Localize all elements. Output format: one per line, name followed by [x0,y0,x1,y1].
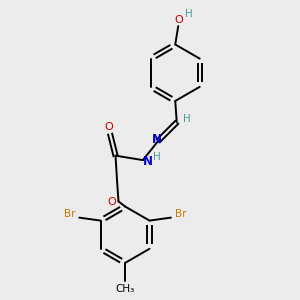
Text: O: O [108,197,116,207]
Text: N: N [152,133,162,146]
Text: H: H [183,114,191,124]
Text: O: O [104,122,113,132]
Text: O: O [175,14,183,25]
Text: CH₃: CH₃ [116,284,135,294]
Text: Br: Br [175,209,186,219]
Text: N: N [143,155,153,168]
Text: H: H [185,9,193,19]
Text: H: H [153,152,161,162]
Text: Br: Br [64,209,75,219]
